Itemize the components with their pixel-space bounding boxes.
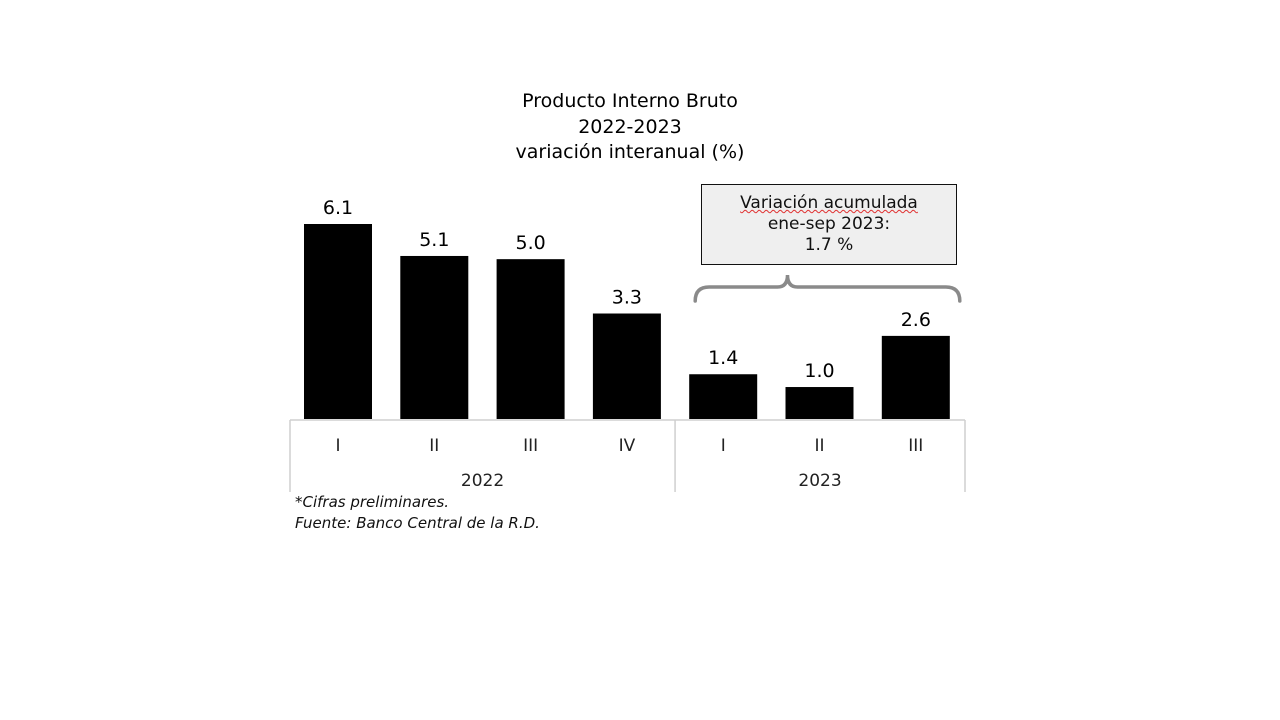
chart-title-line-2: 2022-2023: [578, 115, 682, 138]
source-note: Fuente: Banco Central de la R.D.: [295, 514, 540, 532]
bar: [689, 374, 758, 419]
preliminary-note: *Cifras preliminares.: [295, 493, 450, 511]
callout-line-3: 1.7 %: [804, 235, 854, 255]
data-label: 1.4: [708, 347, 738, 369]
x-tick-label: I: [335, 436, 340, 456]
x-tick-label: II: [429, 436, 439, 456]
data-label: 2.6: [901, 309, 931, 331]
group-brace: [693, 274, 962, 303]
bar: [304, 224, 372, 419]
data-label: 5.0: [515, 232, 545, 254]
bar: [496, 259, 565, 419]
chart-title-line-1: Producto Interno Bruto: [522, 90, 738, 112]
x-tick-label: III: [523, 436, 538, 456]
x-tick-label: II: [814, 436, 824, 456]
data-label: 6.1: [323, 197, 353, 219]
x-tick-label: III: [908, 436, 923, 456]
callout-line-1: Variación acumulada: [740, 193, 918, 213]
callout-line-2: ene-sep 2023:: [767, 214, 891, 234]
group-label: 2023: [798, 471, 841, 491]
x-tick-label: IV: [619, 436, 636, 456]
chart-notes: *Cifras preliminares. Fuente: Banco Cent…: [295, 492, 540, 534]
bar: [592, 313, 661, 419]
bar: [881, 335, 950, 419]
bar: [400, 255, 469, 419]
data-label: 3.3: [612, 287, 642, 309]
x-tick-label: I: [721, 436, 726, 456]
data-label: 5.1: [419, 229, 449, 251]
data-label: 1.0: [804, 360, 834, 382]
bar: [785, 387, 854, 419]
chart-title-line-3: variación interanual (%): [515, 141, 745, 163]
group-label: 2022: [461, 471, 504, 491]
chart-title: Producto Interno Bruto 2022-2023 variaci…: [430, 89, 830, 166]
cumulative-variation-callout: Variación acumulada ene-sep 2023: 1.7 %: [701, 184, 957, 265]
